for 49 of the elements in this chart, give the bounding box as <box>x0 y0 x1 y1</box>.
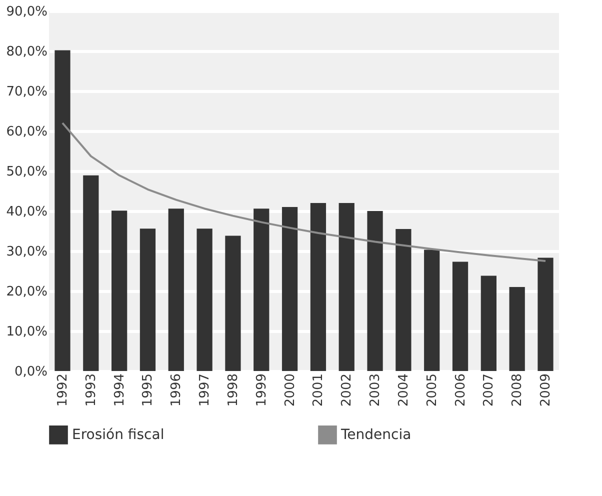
legend-label: Erosión fiscal <box>72 426 164 443</box>
x-tick-label: 2002 <box>340 374 355 407</box>
y-tick-label: 90,0% <box>6 4 48 20</box>
x-tick-label: 2008 <box>510 374 526 407</box>
x-tick-label: 2001 <box>311 374 326 407</box>
x-tick-label: 1994 <box>112 374 128 407</box>
bar <box>396 229 412 371</box>
x-tick-label: 1996 <box>169 374 184 407</box>
x-tick-label: 2003 <box>368 374 384 407</box>
y-tick-label: 0,0% <box>14 364 48 380</box>
y-tick-label: 30,0% <box>6 244 48 260</box>
bar <box>254 208 270 371</box>
bar <box>424 250 440 371</box>
x-tick-label: 2000 <box>282 374 298 407</box>
legend-label: Tendencia <box>340 426 412 443</box>
bar <box>168 208 184 371</box>
bar <box>83 175 99 371</box>
bar <box>112 210 128 371</box>
bar <box>225 236 241 371</box>
y-tick-label: 40,0% <box>6 204 48 220</box>
x-tick-label: 2005 <box>424 374 440 407</box>
y-tick-label: 80,0% <box>6 44 48 60</box>
x-tick-label: 1993 <box>84 374 99 407</box>
bar <box>140 228 156 371</box>
x-tick-label: 1997 <box>198 374 213 407</box>
bar <box>310 203 326 371</box>
y-tick-label: 50,0% <box>6 164 48 180</box>
x-tick-label: 1998 <box>226 374 241 407</box>
bar <box>367 211 383 371</box>
bar <box>509 287 525 371</box>
x-tick-label: 1999 <box>254 374 270 407</box>
x-tick-label: 2007 <box>482 374 497 407</box>
bar <box>338 203 354 371</box>
x-tick-label: 1992 <box>55 374 70 407</box>
x-tick-label: 2009 <box>538 374 554 407</box>
x-tick-label: 2004 <box>396 374 412 407</box>
y-tick-label: 20,0% <box>6 284 48 300</box>
y-tick-label: 10,0% <box>6 324 48 340</box>
bar <box>282 207 298 371</box>
bar <box>480 276 496 371</box>
bar <box>452 262 468 371</box>
bar <box>538 258 554 371</box>
bar <box>196 228 212 371</box>
y-tick-label: 70,0% <box>6 84 48 100</box>
line-series <box>61 122 547 262</box>
y-tick-label: 60,0% <box>6 124 48 140</box>
x-tick-label: 1995 <box>140 374 156 407</box>
bar <box>54 50 70 371</box>
x-tick-label: 2006 <box>453 374 468 407</box>
